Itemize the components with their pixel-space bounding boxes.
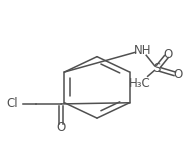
Text: H₃C: H₃C: [128, 77, 150, 90]
Text: O: O: [173, 68, 183, 81]
Text: NH: NH: [133, 44, 151, 57]
Text: O: O: [164, 48, 173, 61]
Text: Cl: Cl: [6, 97, 18, 111]
Text: S: S: [153, 62, 160, 75]
Text: O: O: [57, 121, 66, 134]
